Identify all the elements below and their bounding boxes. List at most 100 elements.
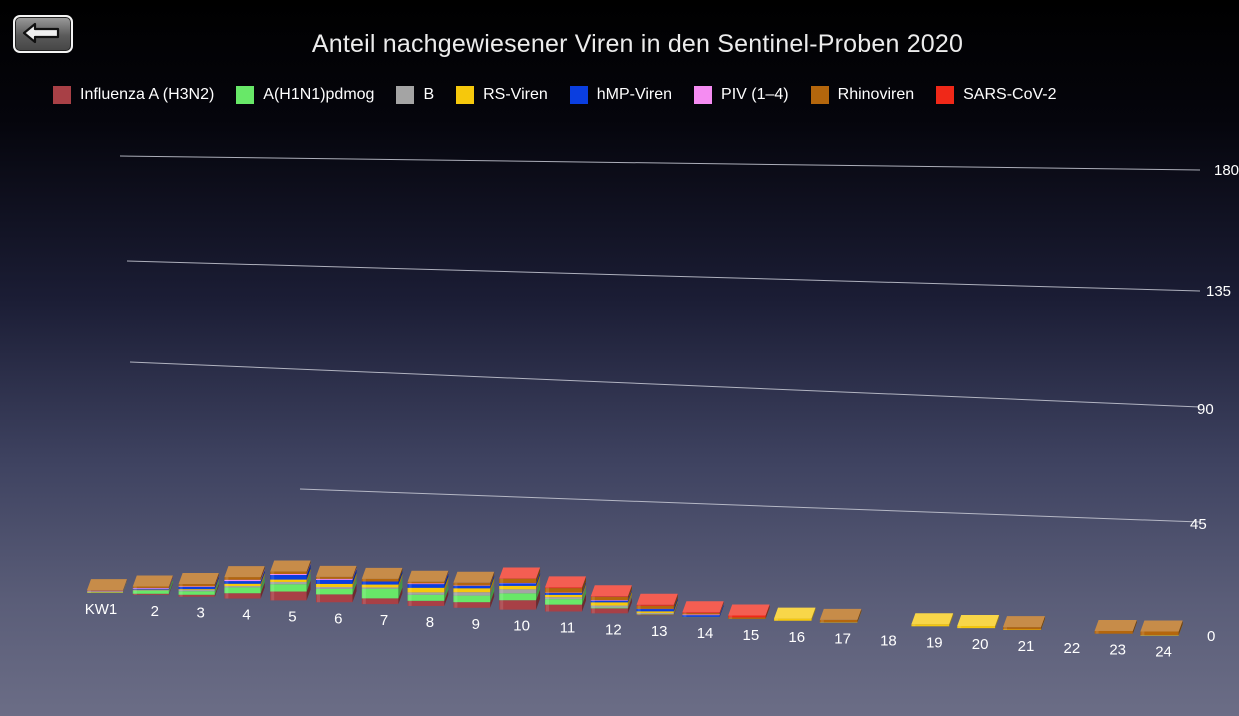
bar-segment <box>407 581 445 584</box>
bar-segment-side <box>582 576 586 589</box>
bar-segment <box>499 593 537 601</box>
bar-segment-side <box>490 574 495 586</box>
bar-segment <box>590 602 628 606</box>
bar-segment <box>545 587 582 589</box>
bar-segment-side <box>582 577 586 593</box>
bar-top-face <box>178 573 219 585</box>
bar-segment <box>636 604 674 606</box>
x-tick-label: 2 <box>151 603 159 620</box>
bar-segment-side <box>490 584 495 603</box>
bar-segment <box>224 593 261 599</box>
bar-segment <box>819 619 858 623</box>
bar-segment-side <box>536 589 541 610</box>
bar-segment-side <box>123 581 127 593</box>
chart-title: Anteil nachgewiesener Viren in den Senti… <box>311 30 964 58</box>
legend-item-4: hMP-Viren <box>569 86 672 104</box>
bar-segment-side <box>582 582 586 595</box>
legend-label: Influenza A (H3N2) <box>80 86 215 103</box>
bar-segment-side <box>306 570 311 585</box>
back-button[interactable] <box>13 15 73 53</box>
y-tick-label: 0 <box>1207 628 1215 645</box>
bar-stack <box>270 560 311 601</box>
bar-segment-side <box>627 585 632 597</box>
y-tick-label: 45 <box>1190 516 1207 533</box>
x-tick-label: 11 <box>560 620 576 637</box>
bar-segment <box>957 626 996 629</box>
bar-segment <box>361 584 399 588</box>
bar-segment <box>499 583 537 586</box>
bar-segment-side <box>673 601 678 614</box>
legend-swatch <box>936 86 955 104</box>
bar-segment <box>361 581 399 585</box>
bar-segment-side <box>765 606 770 619</box>
legend-swatch <box>53 86 71 104</box>
bar-segment <box>270 584 307 592</box>
bar-top-face <box>682 601 724 613</box>
bar-segment-side <box>352 568 357 584</box>
bar-stack <box>407 570 449 606</box>
bar-segment <box>407 600 445 606</box>
bar-segment <box>224 587 261 594</box>
bar-segment-side <box>811 607 816 621</box>
bar-top-face <box>728 604 770 616</box>
bar-segment <box>682 613 720 615</box>
bar-segment-side <box>536 578 541 594</box>
bar-segment-side <box>949 613 954 627</box>
gridline <box>299 488 1201 523</box>
bar-segment-side <box>536 574 541 590</box>
x-tick-label: 7 <box>380 612 388 629</box>
x-tick-label: 20 <box>972 636 989 653</box>
bar-segment-side <box>352 577 357 595</box>
x-tick-label: 12 <box>605 621 622 638</box>
bar-segment-side <box>673 593 678 606</box>
y-tick-label: 135 <box>1206 283 1231 300</box>
bar-segment <box>132 588 169 590</box>
bar-segment-side <box>582 586 586 600</box>
bar-segment-side <box>490 571 495 586</box>
legend-label: SARS-CoV-2 <box>963 86 1057 103</box>
bar-segment <box>316 583 353 588</box>
bar-highlight <box>591 596 595 614</box>
bar-segment-side <box>168 575 173 588</box>
bar-highlight <box>225 577 229 599</box>
bar-segment-side <box>306 573 311 592</box>
bar-top-face <box>590 585 632 597</box>
bar-segment-side <box>1178 624 1183 636</box>
bar-highlight <box>454 582 458 608</box>
bar-highlight <box>271 571 275 601</box>
bar-top-face <box>636 593 678 605</box>
bar-segment-side <box>719 601 724 614</box>
bar-segment-side <box>444 583 449 601</box>
bar-stack <box>682 601 724 618</box>
bar-segment <box>87 590 123 591</box>
bar-highlight <box>133 586 137 595</box>
bar-stack <box>957 615 1000 629</box>
bar-segment <box>178 584 215 587</box>
bar-segment-side <box>490 591 495 608</box>
bar-highlight <box>1095 630 1099 634</box>
bar-segment <box>499 578 537 583</box>
x-tick-label: 8 <box>426 614 434 631</box>
x-tick-label: 3 <box>197 605 205 622</box>
bar-segment <box>911 624 950 627</box>
gridline <box>119 155 1201 171</box>
bar-segment-side <box>214 575 219 587</box>
bar-segment-side <box>627 589 632 601</box>
bar-segment <box>270 573 307 575</box>
bar-stack <box>590 585 632 614</box>
bar-segment-side <box>719 604 724 617</box>
bar-segment <box>636 605 674 609</box>
bar-segment-side <box>123 580 127 592</box>
y-tick-label: 180 <box>1214 162 1239 179</box>
bar-segment <box>453 592 491 596</box>
x-tick-label: 15 <box>743 627 760 644</box>
bar-segment-side <box>214 578 219 590</box>
bar-top-face <box>270 560 311 572</box>
bar-segment-side <box>536 582 541 601</box>
bar-highlight <box>88 590 91 593</box>
bar-top-face <box>453 571 495 583</box>
bar-segment-side <box>214 580 219 595</box>
x-tick-label: 17 <box>834 631 851 648</box>
bar-segment-side <box>1041 616 1045 630</box>
bar-segment <box>132 593 169 595</box>
